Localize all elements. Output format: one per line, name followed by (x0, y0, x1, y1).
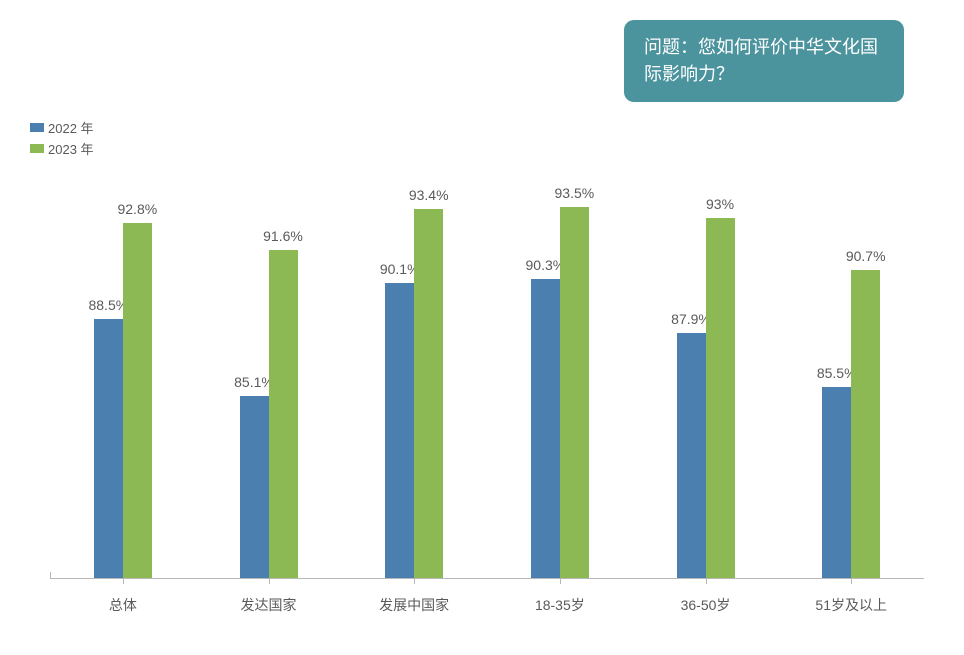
legend-swatch (30, 123, 44, 132)
bar-group: 88.5%92.8% (50, 200, 196, 578)
question-text: 问题：您如何评价中华文化国际影响力？ (644, 37, 878, 84)
bar-value-label: 92.8% (117, 201, 157, 217)
bar: 92.8% (123, 223, 152, 579)
x-axis-label: 36-50岁 (633, 587, 779, 615)
bar: 90.3% (531, 279, 560, 578)
x-axis-label: 总体 (50, 587, 196, 615)
bar-group: 90.1%93.4% (341, 200, 487, 578)
x-axis-labels: 总体发达国家发展中国家18-35岁36-50岁51岁及以上 (50, 587, 924, 615)
plot-area: 88.5%92.8%85.1%91.6%90.1%93.4%90.3%93.5%… (50, 200, 924, 579)
legend-label: 2023 年 (48, 139, 94, 158)
question-bubble: 问题：您如何评价中华文化国际影响力？ (624, 20, 904, 102)
bar: 85.5% (822, 387, 851, 578)
bar: 93.4% (414, 209, 443, 578)
bar-group: 87.9%93% (633, 200, 779, 578)
bar-value-label: 93% (706, 196, 734, 212)
bar-value-label: 91.6% (263, 228, 303, 244)
bar: 93% (706, 218, 735, 578)
bar: 88.5% (94, 319, 123, 578)
bar-value-label: 93.4% (409, 187, 449, 203)
bar-value-label: 90.7% (846, 248, 886, 264)
bar-group: 85.1%91.6% (196, 200, 342, 578)
legend-label: 2022 年 (48, 118, 94, 137)
legend-item: 2022 年 (30, 118, 94, 137)
bar: 90.1% (385, 283, 414, 578)
bar: 91.6% (269, 250, 298, 579)
legend-swatch (30, 144, 44, 153)
x-axis-label: 发达国家 (196, 587, 342, 615)
bar-group: 85.5%90.7% (778, 200, 924, 578)
bar: 87.9% (677, 333, 706, 578)
x-axis-label: 发展中国家 (341, 587, 487, 615)
bar: 93.5% (560, 207, 589, 578)
legend-item: 2023 年 (30, 139, 94, 158)
x-axis-label: 18-35岁 (487, 587, 633, 615)
bar: 85.1% (240, 396, 269, 578)
bar-group: 90.3%93.5% (487, 200, 633, 578)
bar-chart: 88.5%92.8%85.1%91.6%90.1%93.4%90.3%93.5%… (50, 200, 924, 615)
bar-value-label: 93.5% (554, 185, 594, 201)
bar: 90.7% (851, 270, 880, 578)
legend: 2022 年 2023 年 (30, 118, 94, 160)
x-axis-label: 51岁及以上 (778, 587, 924, 615)
